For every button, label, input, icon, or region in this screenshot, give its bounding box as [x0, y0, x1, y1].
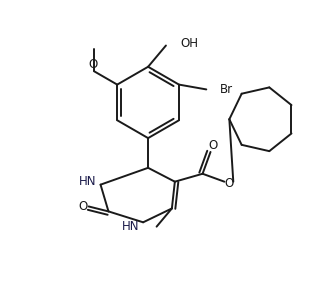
Text: O: O	[88, 58, 98, 71]
Text: O: O	[225, 177, 234, 190]
Text: OH: OH	[181, 37, 199, 50]
Text: Br: Br	[220, 83, 233, 96]
Text: HN: HN	[79, 175, 96, 188]
Text: O: O	[78, 200, 87, 213]
Text: O: O	[209, 138, 218, 151]
Text: HN: HN	[121, 220, 139, 233]
